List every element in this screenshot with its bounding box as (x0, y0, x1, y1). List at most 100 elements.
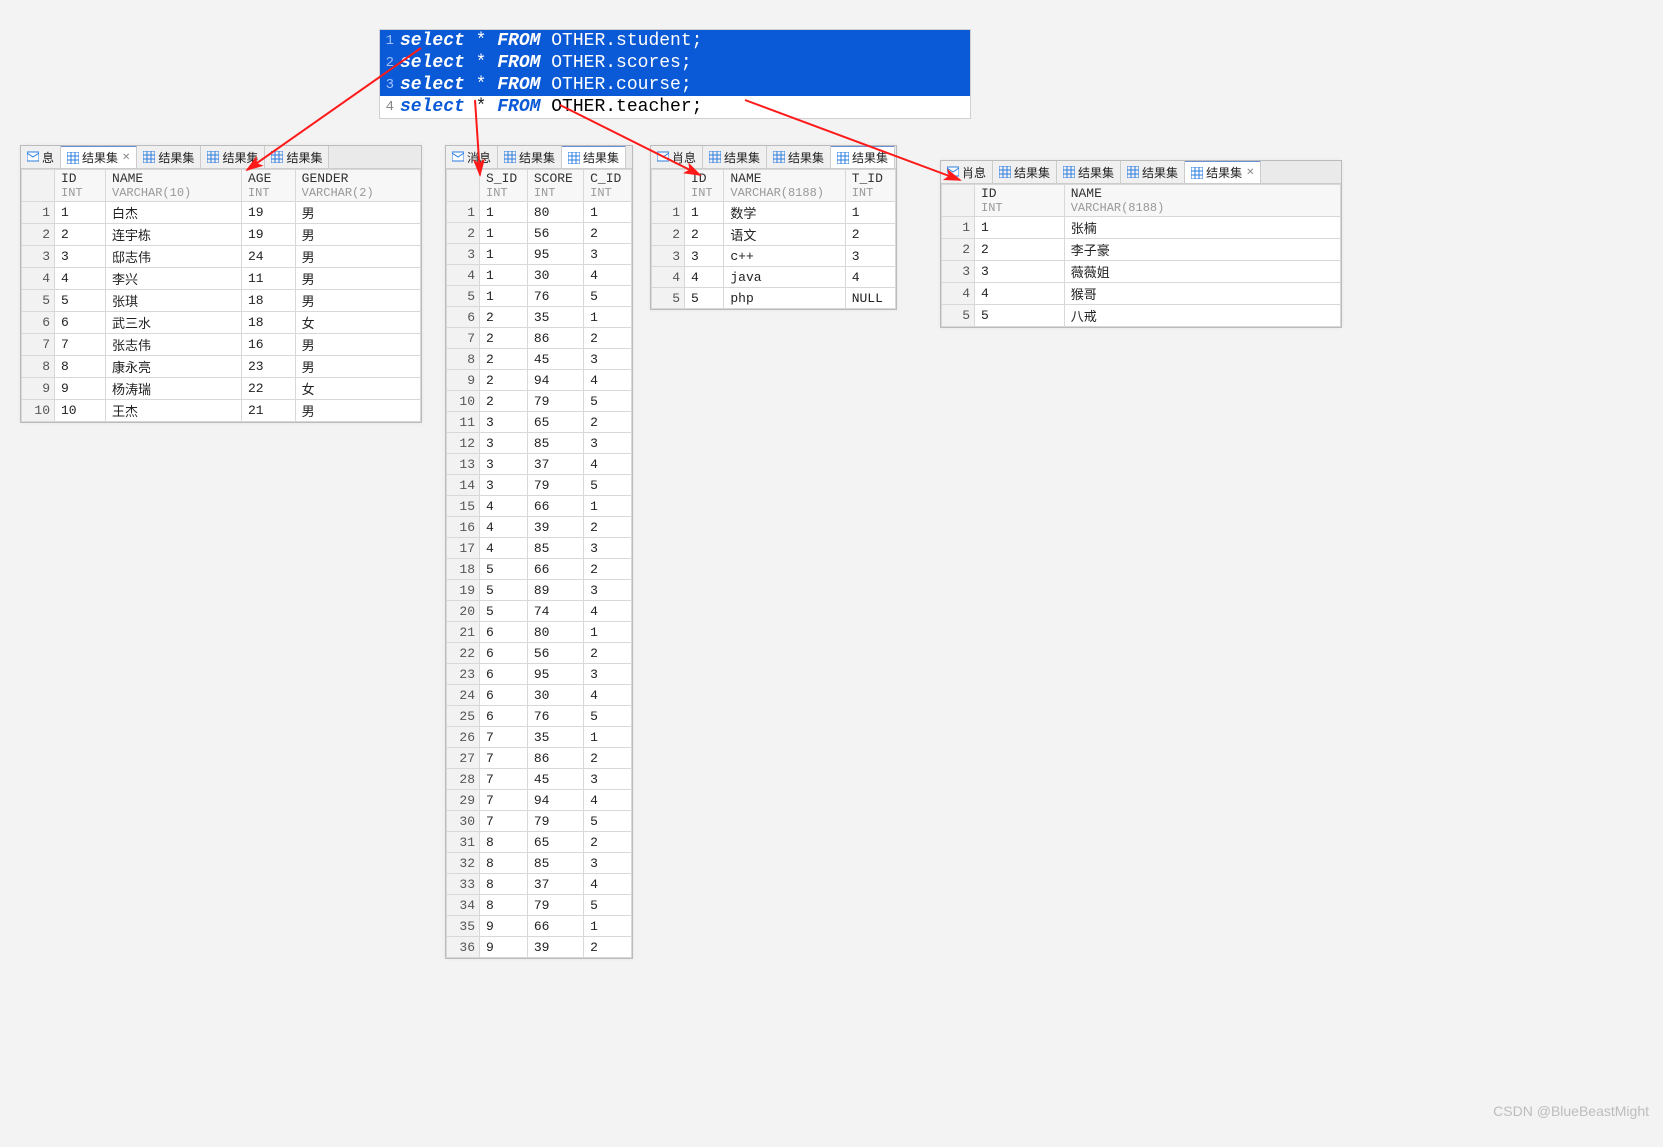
cell[interactable]: 杨涛瑞 (106, 378, 242, 400)
cell[interactable]: 18 (241, 312, 295, 334)
cell[interactable]: 39 (527, 937, 583, 958)
cell[interactable]: 2 (480, 370, 528, 391)
result-grid[interactable]: S_IDINTSCOREINTC_IDINT118012156231953413… (446, 169, 632, 958)
cell[interactable]: 56 (527, 643, 583, 664)
table-row[interactable]: 22语文2 (652, 224, 896, 246)
cell[interactable]: 7 (480, 811, 528, 832)
cell[interactable]: 7 (480, 748, 528, 769)
cell[interactable]: 3 (480, 433, 528, 454)
table-row[interactable]: 82453 (447, 349, 632, 370)
table-row[interactable]: 22李子豪 (942, 239, 1341, 261)
cell[interactable]: 4 (584, 265, 632, 286)
cell[interactable]: 79 (527, 391, 583, 412)
cell[interactable]: 3 (480, 454, 528, 475)
cell[interactable]: 19 (241, 202, 295, 224)
cell[interactable]: 85 (527, 853, 583, 874)
cell[interactable]: 80 (527, 622, 583, 643)
cell[interactable]: 37 (527, 454, 583, 475)
table-row[interactable]: 226562 (447, 643, 632, 664)
cell[interactable]: 37 (527, 874, 583, 895)
cell[interactable]: 76 (527, 286, 583, 307)
cell[interactable]: 4 (975, 283, 1065, 305)
table-row[interactable]: 33c++3 (652, 246, 896, 267)
cell[interactable]: 1 (584, 622, 632, 643)
cell[interactable]: 4 (584, 454, 632, 475)
column-header[interactable]: NAMEVARCHAR(8188) (724, 170, 845, 202)
cell[interactable]: 李子豪 (1064, 239, 1340, 261)
table-row[interactable]: 143795 (447, 475, 632, 496)
table-row[interactable]: 41304 (447, 265, 632, 286)
cell[interactable]: 10 (55, 400, 106, 422)
cell[interactable]: 女 (295, 378, 420, 400)
tab-resultset[interactable]: 结果集 (498, 146, 562, 168)
tab-resultset[interactable]: 结果集 (201, 146, 265, 168)
table-row[interactable]: 66武三水18女 (22, 312, 421, 334)
cell[interactable]: 9 (55, 378, 106, 400)
cell[interactable]: 6 (480, 664, 528, 685)
table-row[interactable]: 246304 (447, 685, 632, 706)
cell[interactable]: 5 (685, 288, 724, 309)
table-row[interactable]: 33薇薇姐 (942, 261, 1341, 283)
result-grid[interactable]: IDINTNAMEVARCHAR(8188)T_IDINT11数学122语文23… (651, 169, 896, 309)
column-header[interactable]: NAMEVARCHAR(8188) (1064, 185, 1340, 217)
cell[interactable]: 30 (527, 685, 583, 706)
sql-line[interactable]: 1select * FROM OTHER.student; (380, 30, 970, 52)
cell[interactable]: 85 (527, 538, 583, 559)
cell[interactable]: 1 (584, 202, 632, 223)
cell[interactable]: 1 (685, 202, 724, 224)
result-grid[interactable]: IDINTNAMEVARCHAR(10)AGEINTGENDERVARCHAR(… (21, 169, 421, 422)
cell[interactable]: 8 (480, 832, 528, 853)
table-row[interactable]: 277862 (447, 748, 632, 769)
cell[interactable]: 24 (241, 246, 295, 268)
cell[interactable]: 95 (527, 664, 583, 685)
table-row[interactable]: 44猴哥 (942, 283, 1341, 305)
cell[interactable]: 八戒 (1064, 305, 1340, 327)
cell[interactable]: 8 (480, 895, 528, 916)
cell[interactable]: 1 (480, 265, 528, 286)
table-row[interactable]: 55八戒 (942, 305, 1341, 327)
table-row[interactable]: 297944 (447, 790, 632, 811)
table-row[interactable]: 113652 (447, 412, 632, 433)
table-row[interactable]: 267351 (447, 727, 632, 748)
cell[interactable]: 65 (527, 412, 583, 433)
cell[interactable]: 79 (527, 475, 583, 496)
table-row[interactable]: 88康永亮23男 (22, 356, 421, 378)
cell[interactable]: 66 (527, 496, 583, 517)
cell[interactable]: 男 (295, 356, 420, 378)
cell[interactable]: php (724, 288, 845, 309)
sql-editor[interactable]: 1select * FROM OTHER.student;2select * F… (380, 30, 970, 118)
cell[interactable]: 2 (584, 517, 632, 538)
tab-resultset[interactable]: 结果集 (767, 146, 831, 168)
cell[interactable]: 4 (480, 496, 528, 517)
cell[interactable]: 35 (527, 727, 583, 748)
cell[interactable]: 李兴 (106, 268, 242, 290)
tab-resultset[interactable]: 结果集 (265, 146, 329, 168)
cell[interactable]: 3 (584, 433, 632, 454)
cell[interactable]: 2 (584, 412, 632, 433)
cell[interactable]: 男 (295, 246, 420, 268)
cell[interactable]: 2 (584, 748, 632, 769)
cell[interactable]: 男 (295, 224, 420, 246)
table-row[interactable]: 195893 (447, 580, 632, 601)
cell[interactable]: 4 (480, 538, 528, 559)
cell[interactable]: 4 (845, 267, 895, 288)
column-header[interactable]: IDINT (55, 170, 106, 202)
cell[interactable]: 8 (55, 356, 106, 378)
table-row[interactable]: 102795 (447, 391, 632, 412)
table-row[interactable]: 92944 (447, 370, 632, 391)
column-header[interactable]: S_IDINT (480, 170, 528, 202)
cell[interactable]: 95 (527, 244, 583, 265)
cell[interactable]: 张琪 (106, 290, 242, 312)
cell[interactable]: 79 (527, 895, 583, 916)
table-row[interactable]: 1010王杰21男 (22, 400, 421, 422)
cell[interactable]: 2 (584, 937, 632, 958)
table-row[interactable]: 123853 (447, 433, 632, 454)
cell[interactable]: 6 (480, 643, 528, 664)
table-row[interactable]: 21562 (447, 223, 632, 244)
tab-messages[interactable]: 肖息 (651, 146, 703, 168)
cell[interactable]: 3 (584, 853, 632, 874)
cell[interactable]: 5 (584, 811, 632, 832)
table-row[interactable]: 338374 (447, 874, 632, 895)
cell[interactable]: 16 (241, 334, 295, 356)
sql-line[interactable]: 3select * FROM OTHER.course; (380, 74, 970, 96)
